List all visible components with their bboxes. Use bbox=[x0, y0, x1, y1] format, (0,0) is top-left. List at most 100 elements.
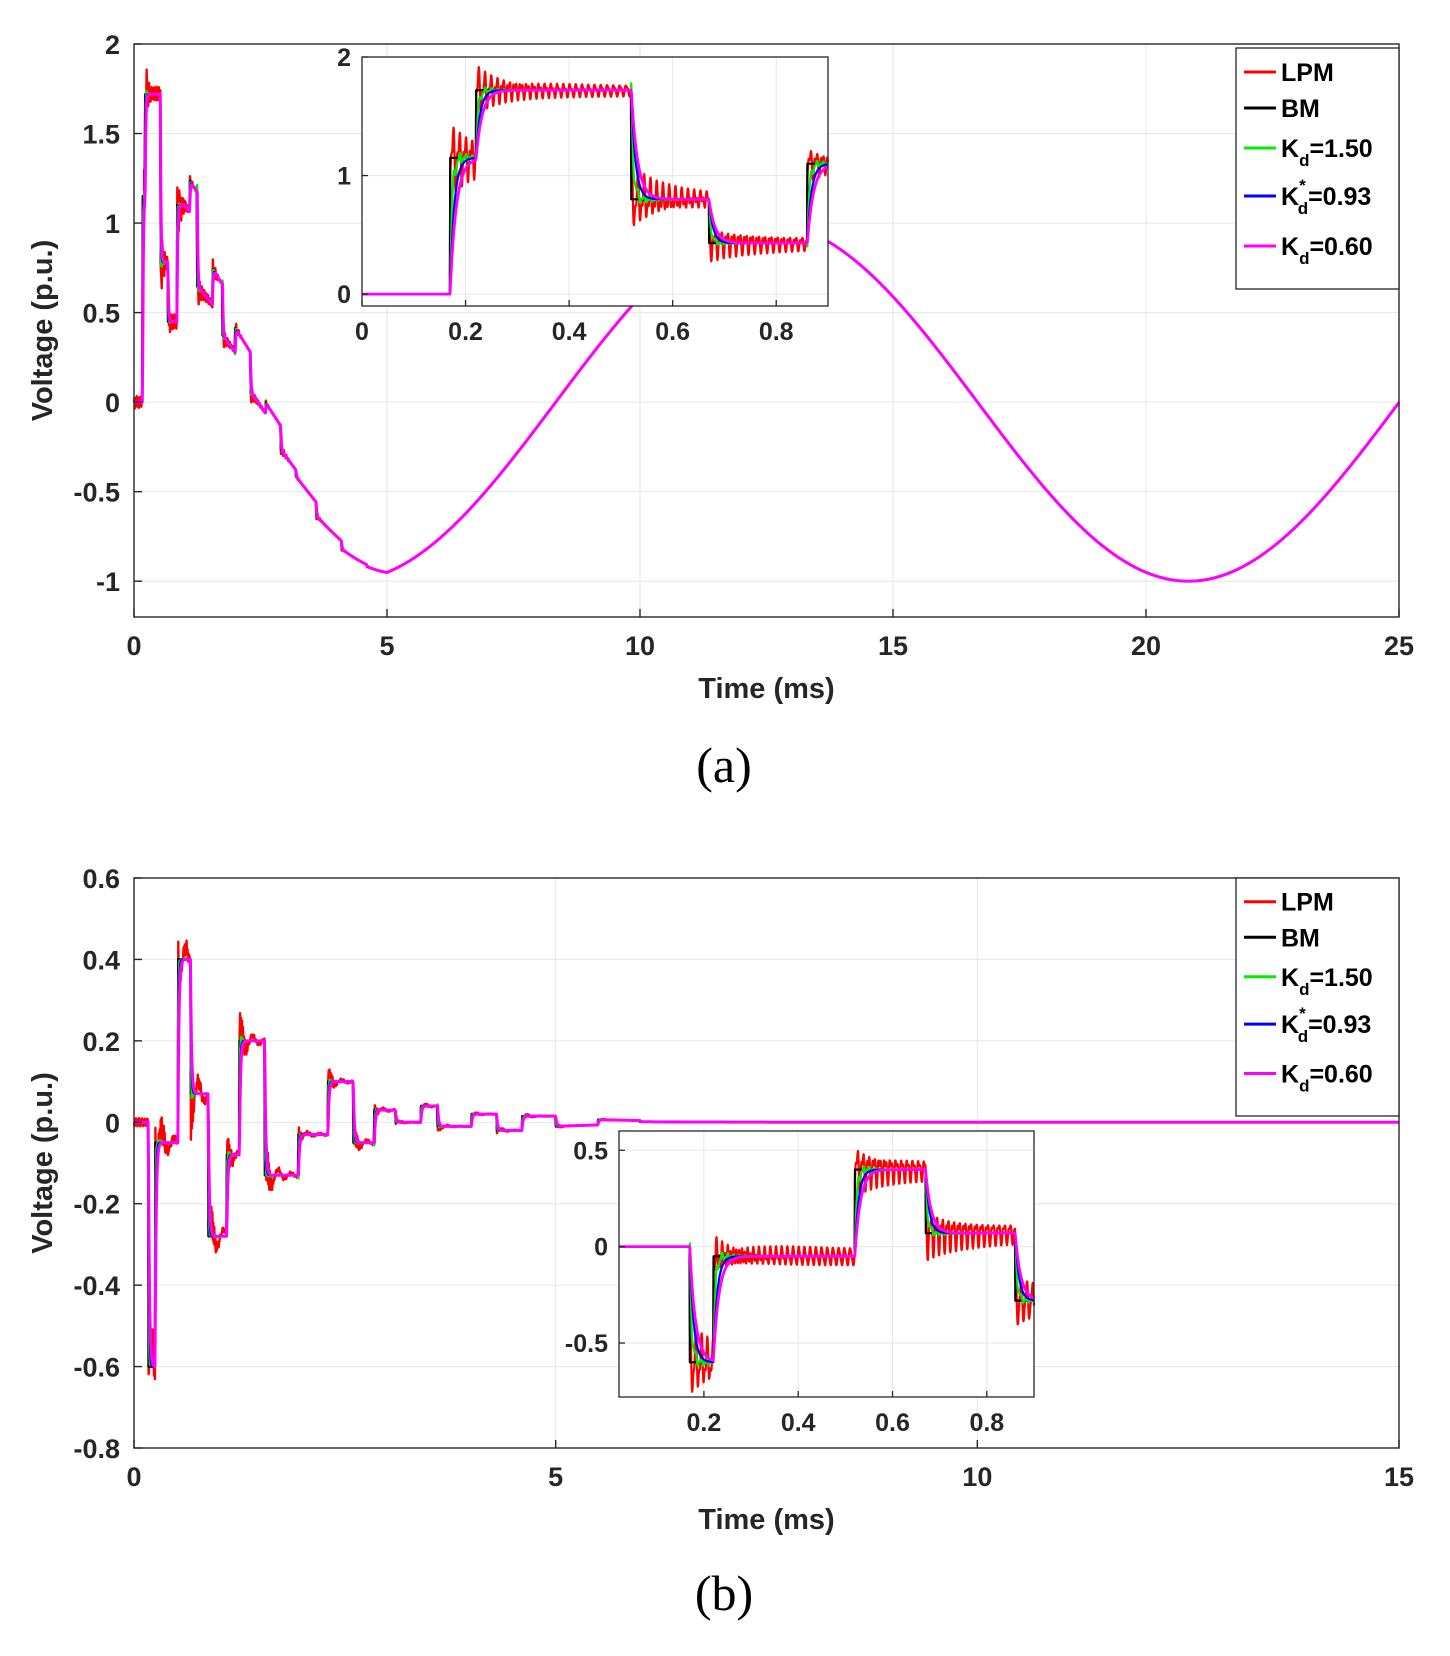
legend-entry-BM: BM bbox=[1244, 924, 1320, 952]
figure-caption: (b) bbox=[695, 1565, 753, 1621]
inset-x-tick-label: 0.6 bbox=[875, 1409, 910, 1437]
legend-label-sub: d bbox=[1299, 980, 1309, 999]
legend-label-sub: d bbox=[1299, 1077, 1309, 1096]
legend-label-main: BM bbox=[1281, 95, 1320, 123]
inset-x-tick-label: 0.2 bbox=[448, 318, 483, 346]
legend-entry-LPM: LPM bbox=[1244, 889, 1334, 917]
y-tick-label: 0.6 bbox=[82, 864, 120, 894]
y-axis-label: Voltage (p.u.) bbox=[27, 1072, 59, 1254]
inset-b: 0.2 0.4 0.6 0.8 -0.5 0 0.5 bbox=[565, 1130, 1036, 1437]
y-tick-label: -0.4 bbox=[73, 1271, 120, 1301]
legend-label-value: =0.93 bbox=[1308, 1011, 1371, 1039]
x-tick-label: 10 bbox=[625, 631, 655, 661]
legend-entry-Kd093: K* d=0.93 bbox=[1244, 1004, 1371, 1046]
legend-box bbox=[1235, 877, 1400, 1117]
legend-label-main: K bbox=[1281, 1061, 1299, 1089]
y-tick-label: 0 bbox=[105, 1108, 120, 1138]
inset-background bbox=[362, 57, 828, 306]
legend-label-sub: d bbox=[1299, 249, 1309, 268]
y-tick-label: -0.8 bbox=[73, 1434, 120, 1464]
x-tick-label: 0 bbox=[126, 631, 141, 661]
legend-label-value: =1.50 bbox=[1309, 135, 1372, 163]
y-tick-label: 0.2 bbox=[82, 1027, 120, 1057]
inset-y-tick-label: 0 bbox=[594, 1234, 608, 1262]
inset-x-tick-label: 0.8 bbox=[969, 1409, 1004, 1437]
legend-label-main: K bbox=[1281, 183, 1299, 211]
legend-label-value: =0.93 bbox=[1308, 183, 1371, 211]
y-tick-label: 1 bbox=[105, 209, 120, 239]
legend-label-main: LPM bbox=[1281, 59, 1334, 87]
y-tick-label: 2 bbox=[105, 30, 120, 60]
legend-label: K* d=0.93 bbox=[1281, 1004, 1371, 1046]
legend-label-main: K bbox=[1281, 964, 1299, 992]
legend-label: Kd=0.60 bbox=[1281, 233, 1373, 268]
legend-label: LPM bbox=[1281, 59, 1334, 87]
tick-labels: 0 5 10 15 -0.8 -0.6 -0.4 -0.2 0 0.2 0.4 0.6 bbox=[73, 864, 1414, 1492]
legend-entry-Kd060: Kd=0.60 bbox=[1244, 1061, 1373, 1096]
legend-label-main: K bbox=[1281, 135, 1299, 163]
legend-label: Kd=1.50 bbox=[1281, 135, 1373, 170]
legend-entry-Kd093: K* d=0.93 bbox=[1244, 176, 1371, 218]
y-tick-label: -0.5 bbox=[73, 478, 120, 508]
x-axis-label: Time (ms) bbox=[698, 673, 834, 705]
axes-box bbox=[133, 877, 1400, 1449]
inset-y-tick-label: 2 bbox=[337, 44, 351, 72]
inset-x-tick-label: 0.4 bbox=[552, 318, 587, 346]
y-tick-label: -0.6 bbox=[73, 1353, 120, 1383]
chart-b: 0 5 10 15 -0.8 -0.6 -0.4 -0.2 0 0.2 0.4 0.6 Time (ms… bbox=[27, 864, 1414, 1621]
inset-x-tick-label: 0.6 bbox=[655, 318, 690, 346]
inset-y-tick-label: 0.5 bbox=[573, 1137, 608, 1165]
inset-axes-box bbox=[618, 1130, 1035, 1398]
legend-entry-BM: BM bbox=[1244, 95, 1320, 123]
legend-label: K* d=0.93 bbox=[1281, 176, 1371, 218]
series-Kd060 bbox=[132, 957, 1401, 1368]
legend-label: Kd=1.50 bbox=[1281, 964, 1373, 999]
legend-label: Kd=0.60 bbox=[1281, 1061, 1373, 1096]
legend-label-sub: d bbox=[1298, 199, 1308, 218]
y-tick-label: 0 bbox=[105, 388, 120, 418]
y-axis-label: Voltage (p.u.) bbox=[27, 240, 59, 422]
inset-axes-box bbox=[361, 56, 829, 307]
legend-label-main: K bbox=[1281, 1011, 1299, 1039]
legend-entry-Kd150: Kd=1.50 bbox=[1244, 135, 1373, 170]
inset-x-tick-label: 0 bbox=[355, 318, 369, 346]
x-tick-label: 10 bbox=[962, 1462, 992, 1492]
x-tick-label: 5 bbox=[379, 631, 394, 661]
x-tick-label: 5 bbox=[548, 1462, 563, 1492]
axes-box bbox=[133, 43, 1400, 618]
legend-label-value: =0.60 bbox=[1309, 233, 1372, 261]
x-tick-label: 15 bbox=[1384, 1462, 1414, 1492]
legend-label-value: =0.60 bbox=[1309, 1061, 1372, 1089]
inset-x-tick-label: 0.2 bbox=[687, 1409, 722, 1437]
x-tick-label: 20 bbox=[1131, 631, 1161, 661]
x-axis-label: Time (ms) bbox=[698, 1504, 834, 1536]
legend-label-sub: d bbox=[1298, 1027, 1308, 1046]
y-tick-label: 0.4 bbox=[82, 945, 120, 975]
legend-label-main: K bbox=[1281, 233, 1299, 261]
legend-label-value: =1.50 bbox=[1309, 964, 1372, 992]
series-lines bbox=[132, 939, 1401, 1381]
figure-caption: (a) bbox=[696, 737, 752, 793]
x-tick-label: 25 bbox=[1384, 631, 1414, 661]
legend-label: BM bbox=[1281, 924, 1320, 952]
legend-box bbox=[1235, 47, 1400, 290]
inset-x-tick-label: 0.8 bbox=[759, 318, 794, 346]
legend-label-main: LPM bbox=[1281, 889, 1334, 917]
legend-label-sup: * bbox=[1299, 1004, 1306, 1023]
inset-x-tick-label: 0.4 bbox=[781, 1409, 816, 1437]
inset-a: 0 0.2 0.4 0.6 0.8 0 1 2 bbox=[337, 44, 830, 346]
y-tick-label: 1.5 bbox=[82, 120, 120, 150]
legend-label: BM bbox=[1281, 95, 1320, 123]
inset-series-Kd060 bbox=[617, 1168, 1036, 1362]
legend-entry-Kd150: Kd=1.50 bbox=[1244, 964, 1373, 999]
legend-label-sub: d bbox=[1299, 151, 1309, 170]
legend-label: LPM bbox=[1281, 889, 1334, 917]
y-tick-label: 0.5 bbox=[82, 299, 120, 329]
y-tick-label: -0.2 bbox=[73, 1190, 120, 1220]
y-tick-label: -1 bbox=[96, 567, 120, 597]
inset-y-tick-label: -0.5 bbox=[565, 1330, 608, 1358]
